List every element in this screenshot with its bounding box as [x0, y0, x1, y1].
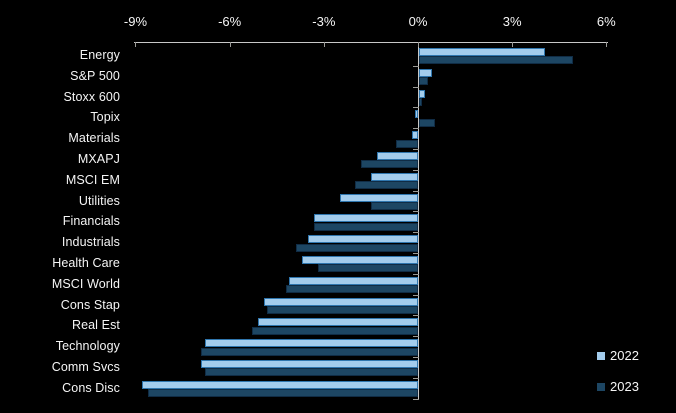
zero-line: [418, 42, 419, 399]
category-label: Cons Disc: [62, 380, 120, 395]
bar-2022-comm-svcs: [201, 360, 418, 368]
x-axis-tick-label: -6%: [218, 14, 242, 29]
legend-label-2022: 2022: [610, 348, 639, 363]
x-axis-tick-label: 0%: [408, 14, 428, 29]
x-axis-tick-label: 3%: [502, 14, 522, 29]
x-axis-tick: [606, 42, 608, 47]
bar-2023-comm-svcs: [204, 368, 418, 377]
bar-2023-financials: [314, 222, 418, 231]
bar-2022-s-p-500: [419, 68, 432, 77]
legend-entry-2022: 2022: [597, 349, 639, 363]
category-label: Utilities: [78, 193, 120, 208]
category-label: Industrials: [61, 235, 120, 250]
legend-label-2023: 2023: [610, 379, 639, 394]
category-label: Materials: [68, 131, 120, 146]
bar-2023-msci-world: [286, 285, 418, 294]
category-axis-tick: [413, 357, 419, 358]
category-label: Health Care: [52, 256, 120, 270]
category-axis-tick: [413, 315, 419, 317]
category-axis-tick: [413, 253, 419, 254]
bar-2023-industrials: [295, 243, 418, 252]
category-label: Technology: [55, 339, 120, 354]
category-label: MXAPJ: [77, 152, 120, 166]
x-axis-tick-label: -3%: [312, 14, 336, 29]
bar-2023-materials: [396, 139, 418, 148]
bar-2023-msci-em: [355, 181, 418, 190]
bar-2022-health-care: [301, 256, 418, 264]
category-axis-tick: [413, 377, 419, 379]
category-label: Stoxx 600: [63, 89, 120, 104]
category-axis-tick: [413, 190, 419, 192]
category-label: MSCI EM: [65, 172, 120, 187]
bar-2023-cons-stap: [267, 305, 418, 314]
bar-2023-cons-disc: [148, 389, 418, 398]
category-axis-tick: [413, 294, 419, 296]
category-axis-tick: [413, 232, 419, 234]
bar-2022-cons-stap: [264, 297, 418, 306]
category-label: Energy: [79, 48, 120, 62]
category-label: MSCI World: [51, 276, 120, 291]
category-axis-tick: [413, 169, 419, 171]
bar-2022-financials: [314, 214, 418, 223]
x-axis-line: [134, 42, 608, 43]
x-axis-tick-label: -9%: [123, 14, 148, 29]
category-label: S&P 500: [70, 68, 120, 83]
category-label: Financials: [62, 214, 120, 229]
bar-2022-cons-disc: [141, 380, 418, 389]
bar-2023-stoxx-600: [419, 97, 423, 106]
bar-2023-real-est: [251, 326, 418, 335]
category-axis-tick: [413, 398, 419, 400]
category-axis-tick: [413, 107, 419, 109]
x-axis-tick: [229, 42, 231, 47]
category-label: Real Est: [71, 318, 120, 333]
category-axis-tick: [413, 211, 419, 213]
bar-2022-industrials: [308, 235, 418, 244]
x-axis-tick: [323, 42, 325, 47]
x-axis-tick: [512, 42, 514, 47]
bar-2023-utilities: [370, 201, 418, 210]
category-axis-tick: [413, 336, 419, 338]
legend-entry-2023: 2023: [597, 380, 639, 394]
bar-2022-materials: [411, 131, 418, 140]
bar-2023-s-p-500: [419, 77, 429, 86]
x-axis-tick: [418, 42, 419, 47]
category-axis-tick: [413, 149, 419, 150]
category-axis-tick: [413, 273, 419, 275]
bar-2022-utilities: [339, 193, 418, 202]
bar-2022-msci-world: [289, 276, 418, 285]
bar-2023-topix: [419, 118, 435, 127]
bar-2023-energy: [419, 56, 573, 65]
bar-2022-msci-em: [370, 172, 418, 181]
bar-2023-technology: [201, 347, 418, 356]
x-axis-tick-label: 6%: [596, 14, 616, 29]
category-label: Comm Svcs: [51, 360, 120, 374]
bar-2022-real-est: [257, 318, 418, 327]
bar-2023-health-care: [317, 264, 418, 273]
bar-2022-topix: [414, 110, 418, 119]
bar-2022-technology: [204, 339, 418, 348]
bar-2022-energy: [419, 48, 545, 56]
x-axis-tick: [135, 42, 137, 47]
bar-2022-stoxx-600: [419, 89, 426, 98]
category-label: Cons Stap: [60, 297, 120, 312]
bar-2022-mxapj: [377, 152, 418, 160]
bar-2023-mxapj: [361, 160, 418, 169]
legend-swatch-2023-icon: [597, 383, 605, 391]
category-axis-tick: [413, 86, 419, 88]
legend-swatch-2022-icon: [597, 352, 605, 360]
category-axis-tick: [413, 65, 419, 67]
category-label: Topix: [90, 110, 120, 125]
category-axis-tick: [413, 128, 419, 130]
